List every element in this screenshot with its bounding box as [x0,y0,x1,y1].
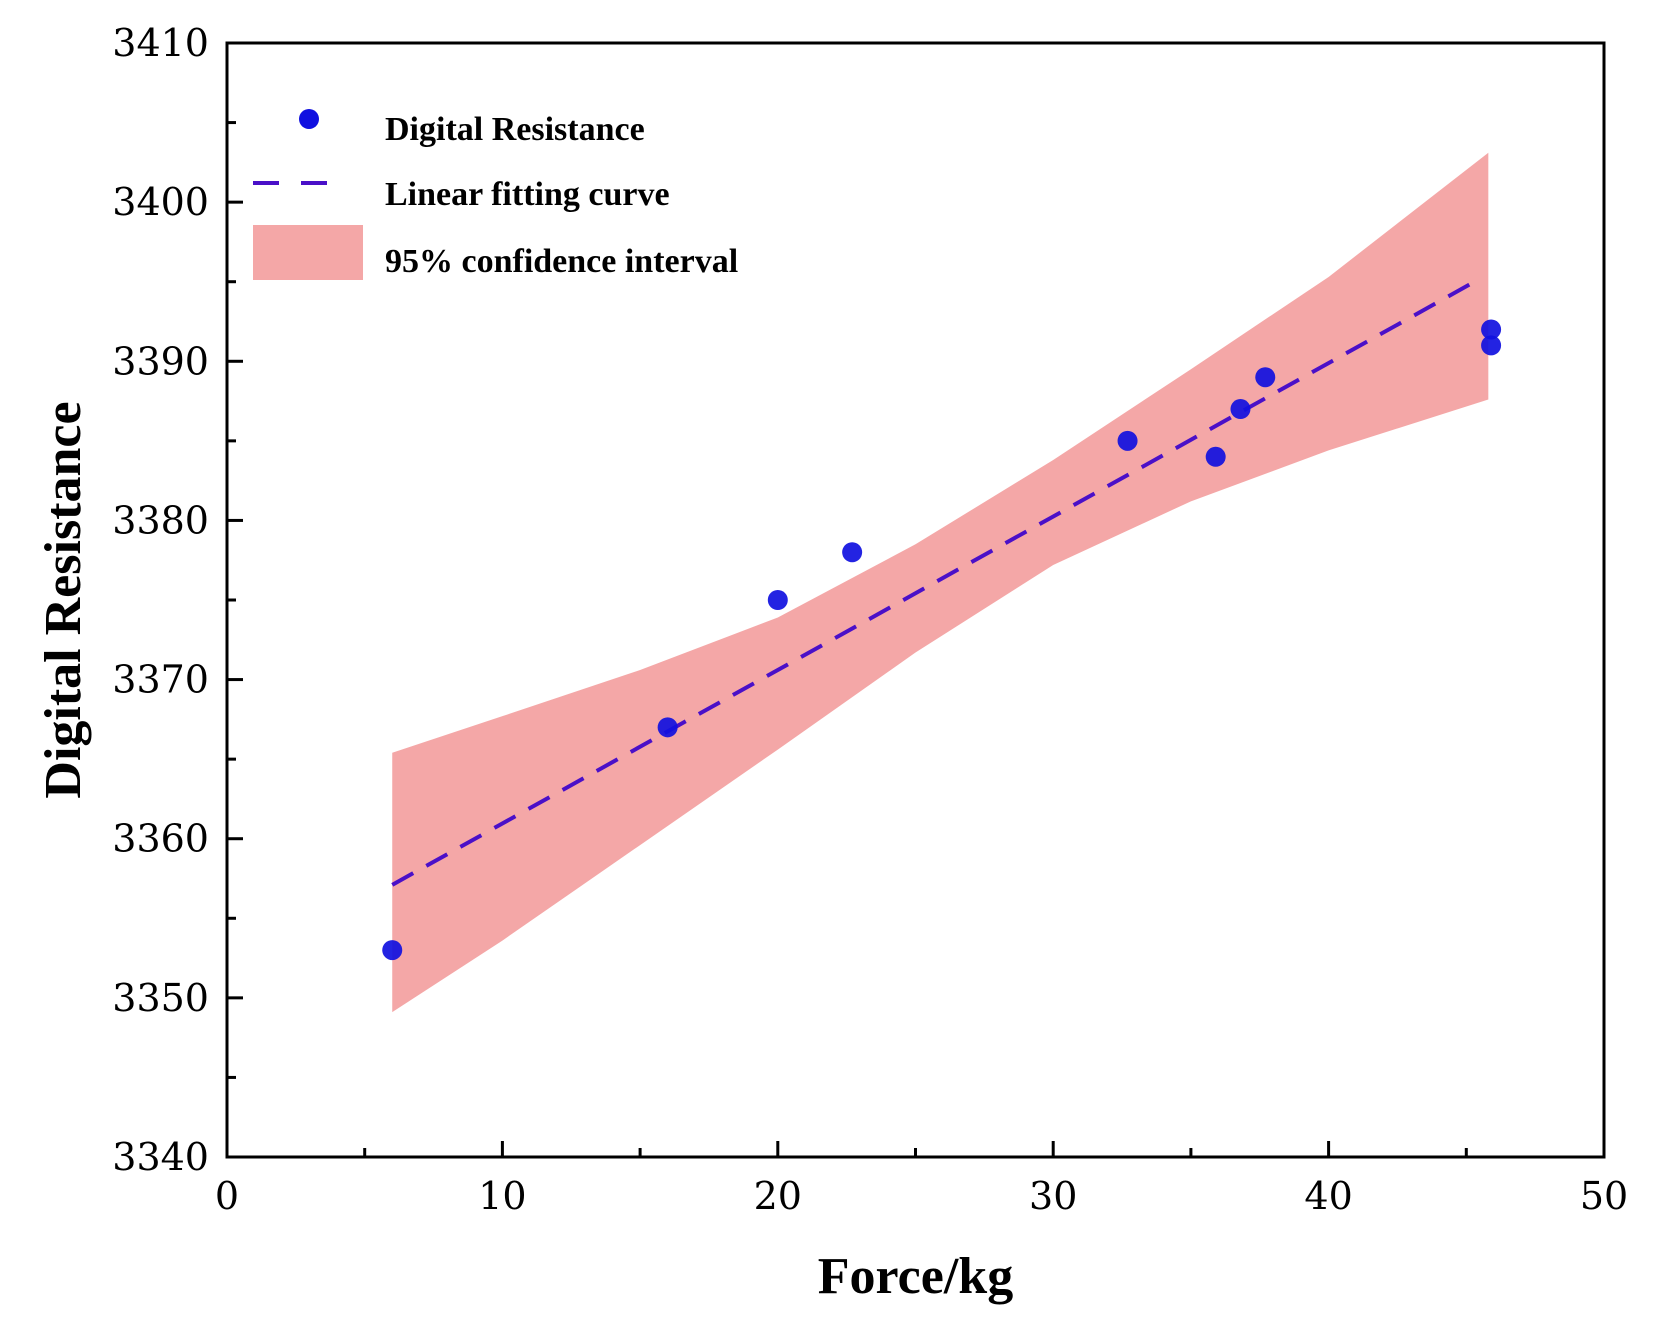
axes-layer: 0 10 20 30 40 50 3340 3350 3360 3370 3380 3390 3400 3… [112,21,1628,1218]
data-point [1481,319,1502,340]
y-tick-label: 3370 [112,658,209,702]
data-point [1481,335,1502,356]
confidence-band-layer [392,152,1489,1013]
y-tick-label: 3350 [112,976,209,1020]
data-point-layer [382,319,1502,961]
y-tick-label: 3390 [112,339,209,383]
x-axis-title: Force/kg [818,1248,1013,1305]
data-point [657,717,678,738]
y-tick-label: 3360 [112,817,209,861]
x-tick-label: 40 [1304,1174,1352,1218]
x-tick-label: 10 [478,1174,526,1218]
y-axis-title: Digital Resistance [35,401,92,798]
data-point [382,940,403,961]
confidence-band [392,152,1489,1013]
data-point [767,590,788,610]
data-point [1255,367,1276,388]
data-point [842,542,863,563]
y-tick-label: 3400 [112,180,209,224]
fit-line [391,279,1476,887]
y-tick-label: 3380 [112,498,209,542]
y-tick-label: 3410 [112,21,209,65]
fit-line-layer [391,279,1476,887]
legend-label: 95% confidence interval [385,243,738,280]
x-tick-label: 0 [215,1174,239,1218]
data-point [1230,399,1251,420]
data-point [1205,446,1226,467]
legend-label: Linear fitting curve [385,176,670,213]
legend-label: Digital Resistance [385,111,645,148]
legend: Digital Resistance Linear fitting curve 95… [253,109,738,280]
data-point [1117,430,1138,451]
legend-dot-icon [299,109,319,129]
x-tick-label: 50 [1580,1174,1628,1218]
x-tick-label: 30 [1029,1174,1077,1218]
x-tick-label: 20 [754,1174,802,1218]
legend-band-icon [253,225,363,280]
y-tick-label: 3340 [112,1135,209,1179]
